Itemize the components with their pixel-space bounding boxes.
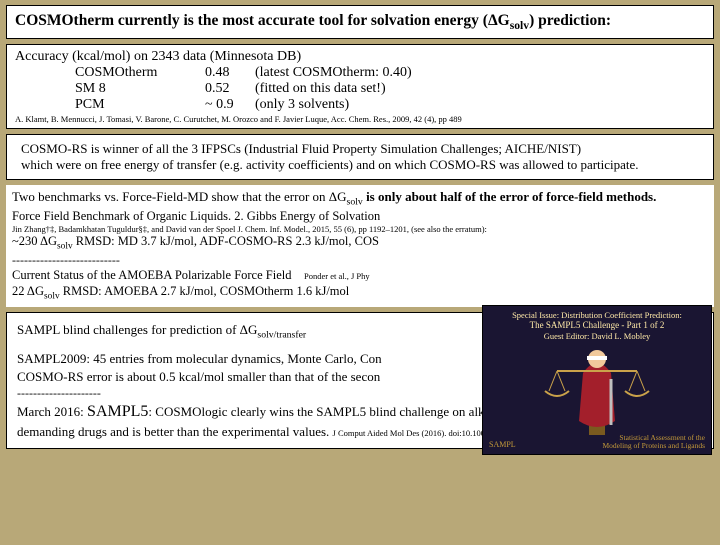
accuracy-method: SM 8 <box>75 81 205 97</box>
lady-justice-icon <box>487 343 707 438</box>
accuracy-row: PCM ~ 0.9 (only 3 solvents) <box>15 97 705 113</box>
accuracy-value: 0.48 <box>205 65 255 81</box>
accuracy-note: (latest COSMOtherm: 0.40) <box>255 65 705 81</box>
cover-stat-label: Statistical Assessment of the Modeling o… <box>603 434 706 450</box>
headline-sub: solv <box>510 19 529 32</box>
headline-suffix: ) prediction: <box>529 12 611 29</box>
benchmark-ref1: Jin Zhang†‡, Badamkhatan Tuguldur§‡, and… <box>12 225 708 234</box>
cover-line1: Special Issue: Distribution Coefficient … <box>487 310 707 320</box>
accuracy-method: PCM <box>75 97 205 113</box>
accuracy-heading: Accuracy (kcal/mol) on 2343 data (Minnes… <box>15 49 705 65</box>
cosmors-line1: COSMO-RS is winner of all the 3 IFPSCs (… <box>21 141 699 157</box>
benchmark-amoeba: Current Status of the AMOEBA Polarizable… <box>12 268 708 284</box>
benchmark-amoeba-title: Current Status of the AMOEBA Polarizable… <box>12 268 291 282</box>
benchmark-amoeba-ref: Ponder et al., J Phy <box>304 271 370 281</box>
benchmark-divider: --------------------------- <box>12 253 708 268</box>
benchmark-block: Two benchmarks vs. Force-Field-MD show t… <box>6 185 714 307</box>
cover-line3: Guest Editor: David L. Mobley <box>487 331 707 341</box>
cosmors-box: COSMO-RS is winner of all the 3 IFPSCs (… <box>6 134 714 180</box>
headline-prefix: COSMOtherm currently is the most accurat… <box>15 12 510 29</box>
sampl-title-a: SAMPL blind challenges for prediction of… <box>17 322 257 337</box>
accuracy-row: SM 8 0.52 (fitted on this data set!) <box>15 81 705 97</box>
cover-stat2: Modeling of Proteins and Ligands <box>603 441 706 450</box>
sampl5-date: March 2016: <box>17 404 87 419</box>
benchmark-intro-a: Two benchmarks vs. Force-Field-MD show t… <box>12 189 347 204</box>
accuracy-value: ~ 0.9 <box>205 97 255 113</box>
journal-cover-figure: Special Issue: Distribution Coefficient … <box>482 305 712 455</box>
accuracy-note: (fitted on this data set!) <box>255 81 705 97</box>
cover-books-label: SAMPL <box>489 440 516 450</box>
benchmark-intro-sub: solv <box>347 197 363 208</box>
accuracy-ref: A. Klamt, B. Mennucci, J. Tomasi, V. Bar… <box>15 115 705 124</box>
sampl5-name: SAMPL5 <box>87 403 148 420</box>
benchmark-rmsd2: 22 ΔGsolv RMSD: AMOEBA 2.7 kJ/mol, COSMO… <box>12 284 708 303</box>
headline-box: COSMOtherm currently is the most accurat… <box>6 5 714 39</box>
sampl5-line2-text: demanding drugs and is better than the e… <box>17 424 329 439</box>
sampl-title-sub: solv/transfer <box>257 330 306 341</box>
cover-line2: The SAMPL5 Challenge - Part 1 of 2 <box>487 320 707 331</box>
cosmors-line2: which were on free energy of transfer (e… <box>21 157 699 173</box>
benchmark-rmsd1-b: RMSD: MD 3.7 kJ/mol, ADF-COSMO-RS 2.3 kJ… <box>73 234 379 248</box>
benchmark-ff-line: Force Field Benchmark of Organic Liquids… <box>12 209 708 225</box>
headline-text: COSMOtherm currently is the most accurat… <box>15 12 611 29</box>
accuracy-method: COSMOtherm <box>75 65 205 81</box>
accuracy-note: (only 3 solvents) <box>255 97 705 113</box>
benchmark-rmsd1-sub: solv <box>57 242 73 252</box>
accuracy-row: COSMOtherm 0.48 (latest COSMOtherm: 0.40… <box>15 65 705 81</box>
accuracy-value: 0.52 <box>205 81 255 97</box>
accuracy-box: Accuracy (kcal/mol) on 2343 data (Minnes… <box>6 44 714 129</box>
benchmark-rmsd2-sub: solv <box>44 292 60 302</box>
benchmark-rmsd1: ~230 ΔGsolv RMSD: MD 3.7 kJ/mol, ADF-COS… <box>12 234 708 253</box>
benchmark-intro: Two benchmarks vs. Force-Field-MD show t… <box>12 189 708 209</box>
benchmark-rmsd2-a: 22 ΔG <box>12 284 44 298</box>
benchmark-rmsd2-b: RMSD: AMOEBA 2.7 kJ/mol, COSMOtherm 1.6 … <box>60 284 350 298</box>
benchmark-intro-b: is only about half of the error of force… <box>363 189 657 204</box>
benchmark-rmsd1-a: ~230 ΔG <box>12 234 57 248</box>
